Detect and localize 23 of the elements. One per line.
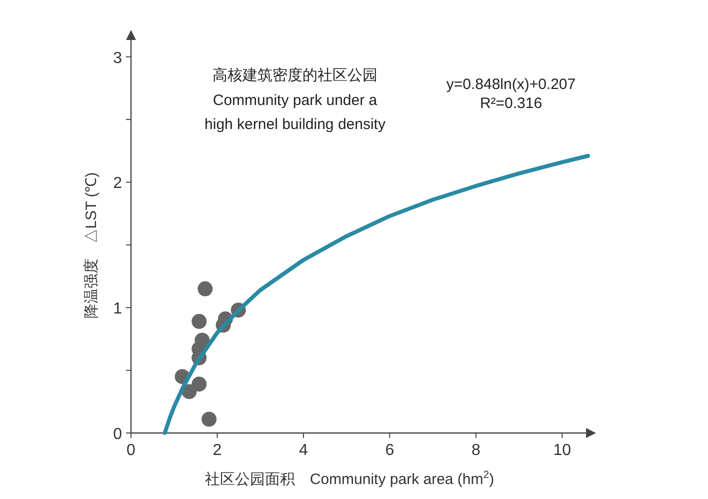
annotation: y=0.848ln(x)+0.207 [446,76,576,93]
y-tick-label: 2 [113,175,122,192]
point [192,314,207,329]
point [198,281,213,296]
point [194,332,210,348]
x-tick-label: 10 [553,442,572,459]
point [192,376,207,392]
annotation: 高核建筑密度的社区公园 [212,67,378,84]
x-tick-label: 8 [471,442,480,459]
x-tick-label: 2 [212,442,222,459]
line-series [162,154,590,435]
y-tick-label: 0 [113,426,122,443]
x-tick-label: 0 [126,442,136,459]
x-tick-label: 4 [299,442,308,459]
annotation: Community park under a [212,92,378,109]
x-axis-title: 社区公园面积 Community park area (hm$^{2}$) [204,469,494,488]
x-tick-label: 6 [385,442,394,459]
y-tick-label: 1 [113,300,122,318]
annotation: R²=0.316 [480,95,542,112]
y-axis-title: 降温强度 △LST (℃) [83,172,100,319]
annotation: high kernel building density [204,116,386,133]
point [202,412,217,427]
y-tick-label: 3 [113,50,122,67]
